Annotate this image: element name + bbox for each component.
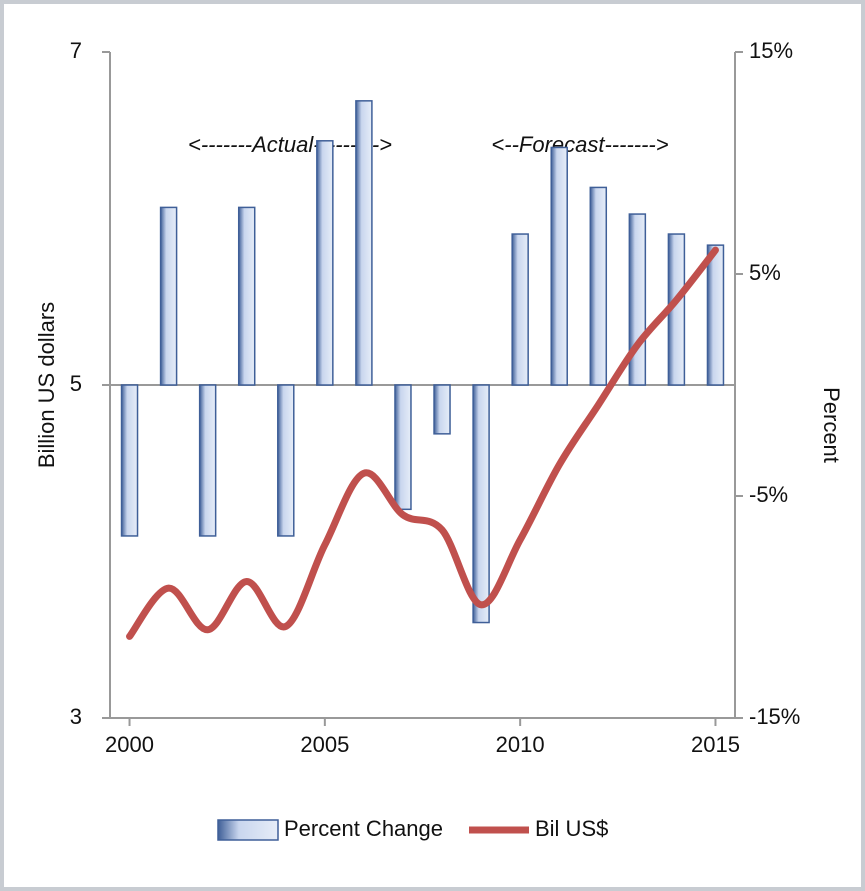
bar bbox=[589, 186, 608, 386]
y2-tick-label: -5% bbox=[749, 482, 788, 507]
y2-tick-label: 15% bbox=[749, 38, 793, 63]
bar bbox=[394, 384, 412, 511]
y-tick-label: 3 bbox=[70, 704, 82, 729]
bar bbox=[316, 140, 334, 386]
line bbox=[126, 246, 719, 640]
x-tick-label: 2005 bbox=[300, 732, 349, 757]
bar bbox=[706, 244, 725, 386]
y-axis-label: Billion US dollars bbox=[34, 302, 59, 468]
x-tick-label: 2000 bbox=[105, 732, 154, 757]
bar bbox=[159, 206, 178, 386]
legend-swatch bbox=[217, 819, 279, 841]
bar bbox=[277, 384, 295, 537]
legend-label: Percent Change bbox=[284, 816, 443, 841]
bar bbox=[472, 384, 490, 624]
x-tick-label: 2015 bbox=[691, 732, 740, 757]
bar bbox=[511, 233, 529, 386]
bar bbox=[198, 384, 217, 537]
y2-tick-label: -15% bbox=[749, 704, 800, 729]
y-tick-label: 5 bbox=[70, 371, 82, 396]
annotation: <--Forecast-------> bbox=[491, 132, 668, 157]
bar bbox=[237, 206, 256, 386]
y-tick-label: 7 bbox=[70, 38, 82, 63]
legend-label: Bil US$ bbox=[535, 816, 608, 841]
bar bbox=[433, 384, 451, 435]
bar bbox=[628, 213, 647, 386]
x-tick-label: 2010 bbox=[496, 732, 545, 757]
bar bbox=[550, 146, 568, 386]
bar bbox=[120, 384, 139, 537]
bar bbox=[355, 100, 373, 386]
y2-tick-label: 5% bbox=[749, 260, 781, 285]
y2-axis-label: Percent bbox=[819, 387, 844, 463]
